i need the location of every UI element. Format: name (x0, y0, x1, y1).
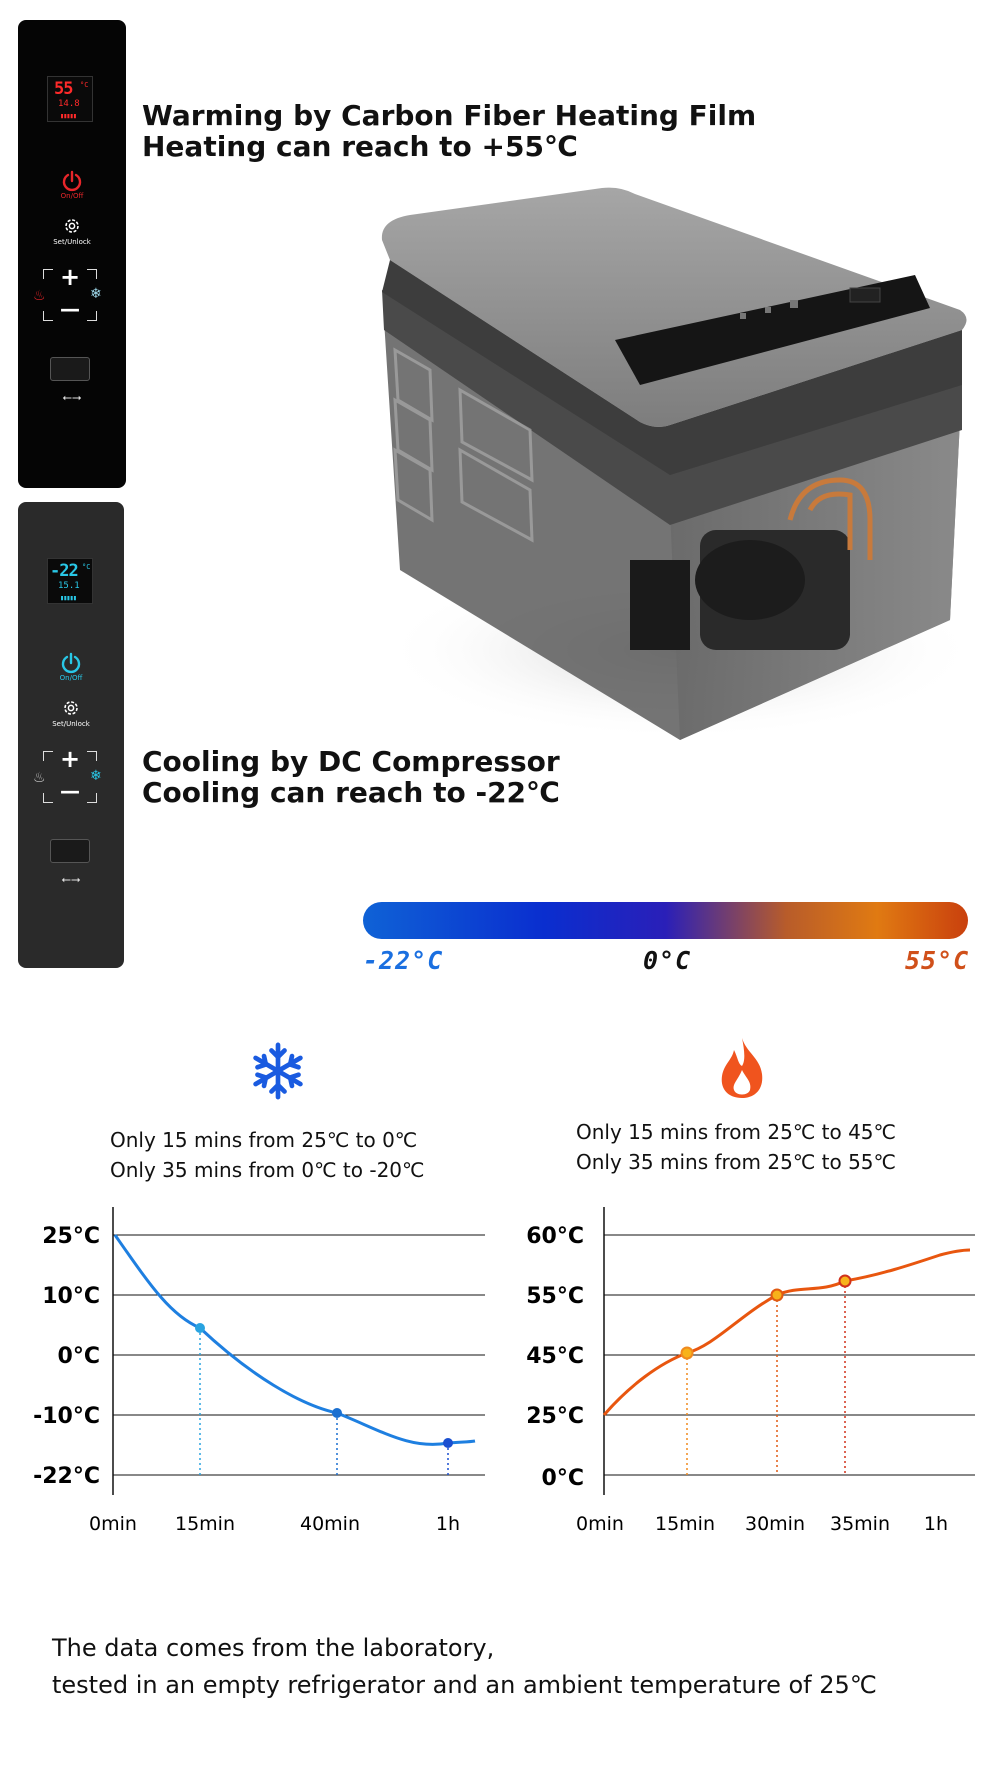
cooling-y-tick: 10°C (42, 1284, 100, 1309)
heating-power-button[interactable] (18, 170, 126, 196)
cooling-display-voltage: 15.1 (58, 581, 80, 591)
increase-button[interactable]: + (59, 263, 81, 291)
usb-port (50, 357, 90, 381)
heating-heading-line1: Warming by Carbon Fiber Heating Film (142, 99, 757, 132)
heating-x-tick: 30min (745, 1513, 805, 1535)
cooling-point (332, 1408, 342, 1418)
portable-fridge-image (380, 187, 980, 740)
cooling-x-tick: 40min (300, 1513, 360, 1535)
lab-data-footnote: The data comes from the laboratory, test… (52, 1630, 877, 1704)
battery-level-icon: ▮▮▮▮▮ (60, 594, 77, 602)
heating-x-tick: 0min (576, 1513, 624, 1535)
heating-note-line1: Only 15 mins from 25℃ to 45℃ (576, 1120, 896, 1144)
heating-point (770, 1288, 784, 1302)
heating-x-tick: 35min (830, 1513, 890, 1535)
cooling-mode-icon[interactable]: ❄ (90, 768, 102, 784)
cooling-heading: Cooling by DC Compressor Cooling can rea… (142, 746, 560, 808)
heating-power-label: On/Off (60, 192, 84, 200)
heating-note: Only 15 mins from 25℃ to 45℃ Only 35 min… (576, 1117, 896, 1177)
cooling-note-line1: Only 15 mins from 25℃ to 0℃ (110, 1128, 418, 1152)
heating-display-voltage: 14.8 (58, 99, 80, 109)
cooling-heading-line1: Cooling by DC Compressor (142, 745, 560, 778)
cooling-settings-button[interactable] (18, 698, 124, 722)
battery-level-icon: ▮▮▮▮▮ (60, 112, 77, 120)
heating-chart: 60°C 55°C 45°C 25°C 0°C 0min 15min 30min… (526, 1207, 975, 1535)
snowflake-icon (253, 1042, 303, 1100)
heating-adjust-pad: + — (43, 263, 97, 321)
heating-note-line2: Only 35 mins from 25℃ to 55℃ (576, 1150, 896, 1174)
cooling-control-panel: -22 °C 15.1 ▮▮▮▮▮ On/Off Set/Unlock + — … (18, 502, 124, 968)
cooling-settings-label: Set/Unlock (52, 720, 90, 728)
flame-icon (721, 1038, 763, 1098)
cooling-y-tick: -10°C (33, 1404, 100, 1429)
cooling-point (195, 1323, 205, 1333)
scale-max-label: 55°C (905, 946, 970, 975)
heating-mode-icon[interactable]: ♨ (33, 288, 46, 304)
heating-settings-label: Set/Unlock (53, 238, 91, 246)
cooling-power-button[interactable] (18, 652, 124, 678)
heating-point (838, 1274, 852, 1288)
cooling-x-tick: 1h (436, 1513, 460, 1535)
usb-port (50, 839, 90, 863)
heating-y-tick: 60°C (526, 1224, 584, 1249)
heating-temperature-display: 55 °C 14.8 ▮▮▮▮▮ (47, 76, 93, 122)
power-icon (62, 170, 82, 192)
cooling-temperature-display: -22 °C 15.1 ▮▮▮▮▮ (47, 558, 93, 604)
usb-icon: ⭠⭢ (61, 872, 81, 886)
heating-display-value: 55 (54, 79, 74, 99)
cooling-curve (113, 1234, 476, 1446)
cooling-x-tick: 0min (89, 1513, 137, 1535)
cooling-y-tick: 25°C (42, 1224, 100, 1249)
cooling-x-tick: 15min (175, 1513, 235, 1535)
scale-mid-label: 0°C (643, 946, 692, 975)
heating-control-panel: 55 °C 14.8 ▮▮▮▮▮ On/Off Set/Unlock + — ♨… (18, 20, 126, 488)
heating-heading-line2: Heating can reach to +55℃ (142, 130, 578, 163)
cooling-y-tick: 0°C (58, 1344, 100, 1369)
decrease-button[interactable]: — (60, 779, 80, 803)
cooling-heading-line2: Cooling can reach to -22℃ (142, 776, 560, 809)
heating-y-tick: 0°C (542, 1466, 584, 1491)
cooling-note-line2: Only 35 mins from 0℃ to -20℃ (110, 1158, 425, 1182)
decrease-button[interactable]: — (60, 297, 80, 321)
gear-icon (65, 219, 79, 233)
gear-icon (64, 701, 78, 715)
cooling-adjust-pad: + — (43, 745, 97, 803)
cooling-mode-icon[interactable]: ❄ (90, 286, 102, 302)
heating-heading: Warming by Carbon Fiber Heating Film Hea… (142, 100, 756, 162)
cooling-point (443, 1438, 453, 1448)
heating-display-unit: °C (80, 81, 89, 89)
cooling-power-label: On/Off (59, 674, 83, 682)
cooling-display-unit: °C (82, 563, 91, 571)
heating-y-tick: 55°C (526, 1284, 584, 1309)
heating-settings-button[interactable] (18, 216, 126, 240)
cooling-chart: 25°C 10°C 0°C -10°C -22°C 0min 15min 40m… (33, 1207, 485, 1535)
heating-x-tick: 1h (924, 1513, 948, 1535)
footnote-line1: The data comes from the laboratory, (52, 1634, 495, 1662)
scale-min-label: -22°C (363, 946, 444, 975)
power-icon (61, 652, 81, 674)
increase-button[interactable]: + (59, 745, 81, 773)
heating-x-tick: 15min (655, 1513, 715, 1535)
heating-y-tick: 45°C (526, 1344, 584, 1369)
heating-curve (602, 1248, 971, 1416)
cooling-note: Only 15 mins from 25℃ to 0℃ Only 35 mins… (110, 1125, 424, 1185)
heating-mode-icon[interactable]: ♨ (33, 770, 46, 786)
cooling-y-tick: -22°C (33, 1464, 100, 1489)
heating-point (680, 1346, 694, 1360)
temperature-gradient-bar (363, 902, 968, 939)
cooling-display-value: -22 (50, 561, 79, 581)
heating-y-tick: 25°C (526, 1404, 584, 1429)
footnote-line2: tested in an empty refrigerator and an a… (52, 1671, 877, 1699)
usb-icon: ⭠⭢ (62, 390, 82, 404)
